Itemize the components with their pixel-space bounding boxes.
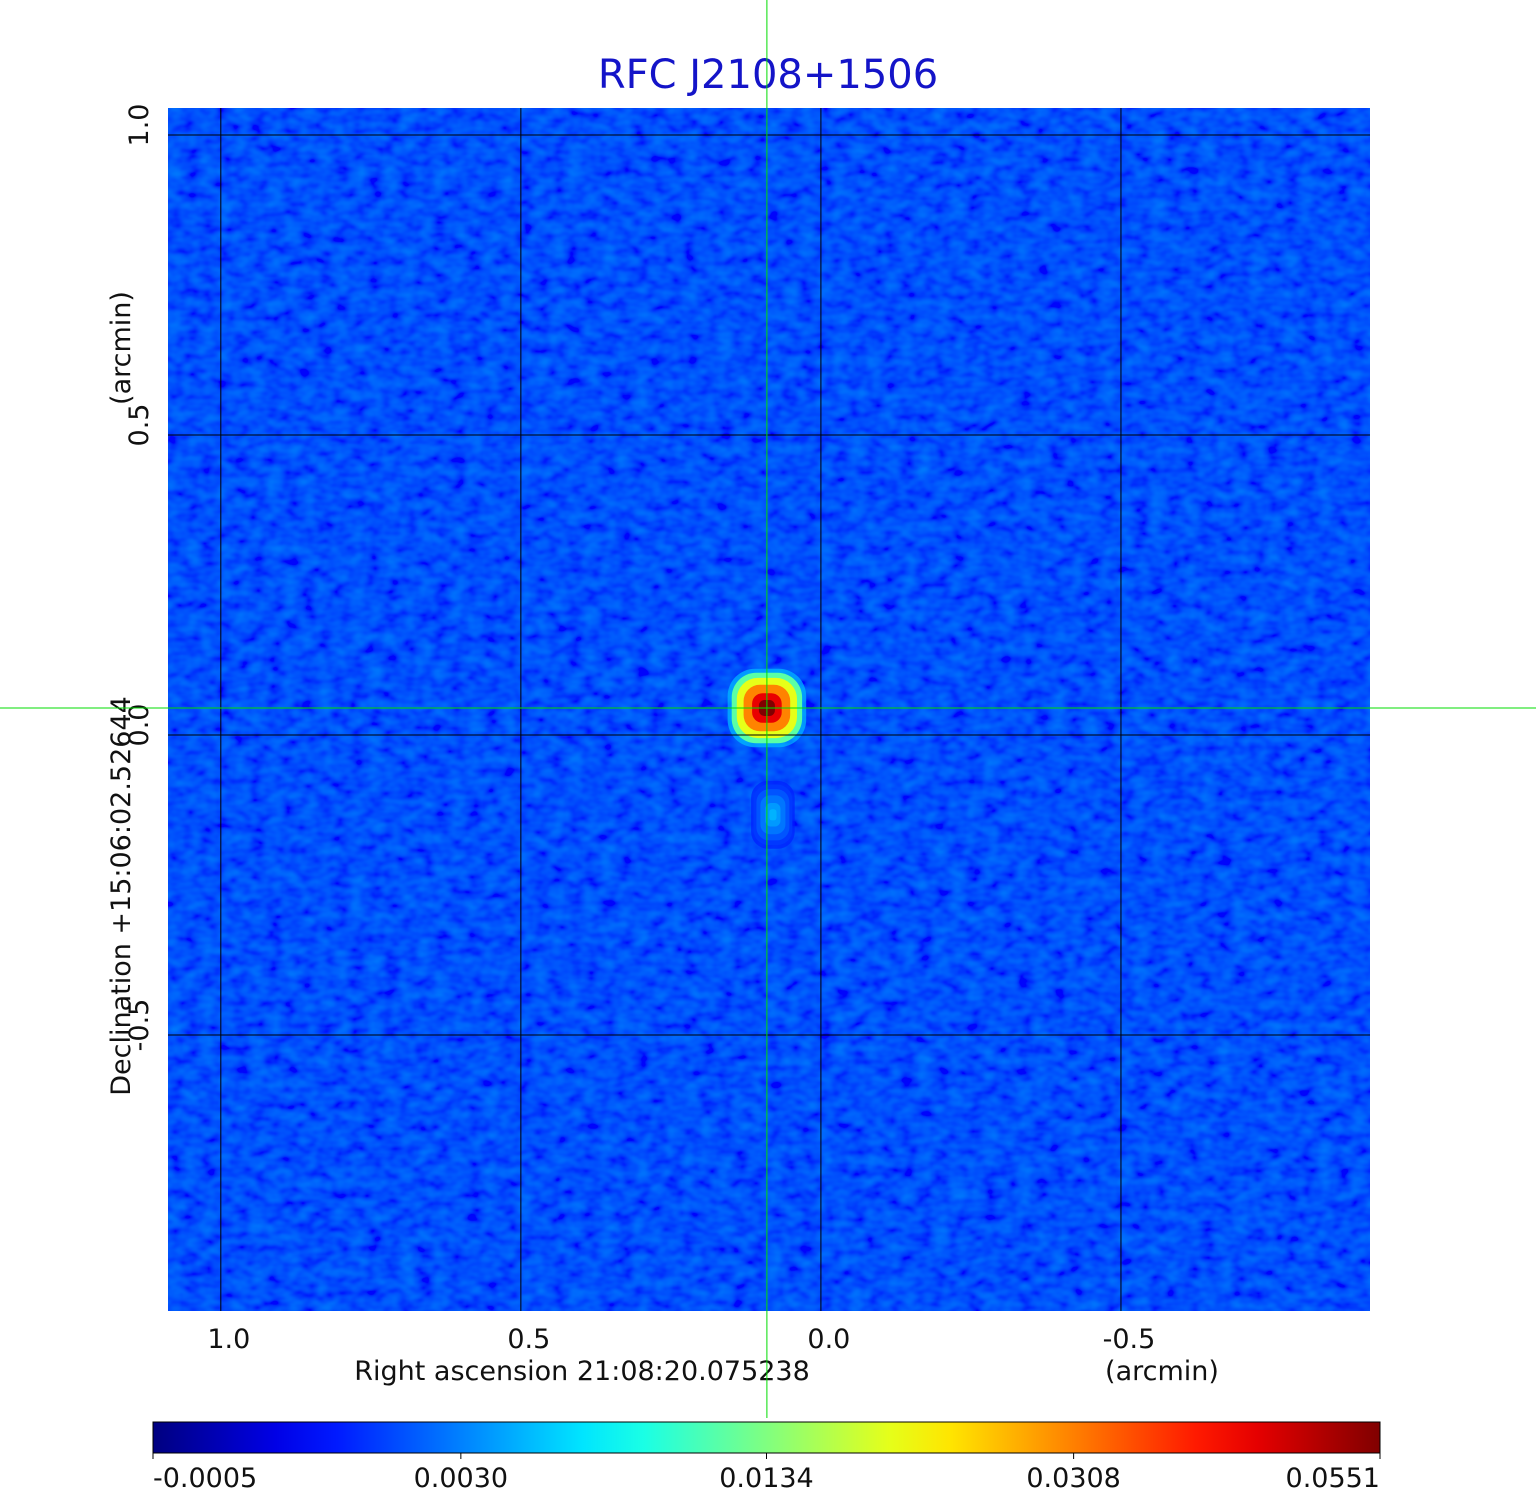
y-tick-label: 0.5 — [124, 404, 155, 447]
colorbar-tick-label: -0.0005 — [153, 1463, 257, 1494]
y-axis-unit: (arcmin) — [106, 291, 137, 405]
x-axis-label: Right ascension 21:08:20.075238 — [354, 1356, 810, 1387]
x-tick-label: -0.5 — [1103, 1324, 1156, 1355]
y-tick-label: 1.0 — [124, 104, 155, 147]
source-level — [769, 809, 777, 821]
x-tick-label: 1.0 — [207, 1324, 250, 1355]
chart-title: RFC J2108+1506 — [598, 52, 938, 98]
colorbar-tick-label: 0.0308 — [1026, 1463, 1120, 1494]
colorbar — [152, 1421, 1381, 1454]
y-axis-label: Declination +15:06:02.52644 — [106, 696, 137, 1096]
x-tick-label: 0.0 — [807, 1324, 850, 1355]
x-tick-label: 0.5 — [507, 1324, 550, 1355]
y-tick-label: -0.5 — [124, 999, 155, 1052]
colorbar-tick-label: 0.0030 — [414, 1463, 508, 1494]
image — [168, 108, 1370, 1311]
colorbar-tick-label: 0.0551 — [1286, 1463, 1380, 1494]
x-axis-unit: (arcmin) — [1105, 1356, 1219, 1387]
colorbar-tick-label: 0.0134 — [719, 1463, 813, 1494]
y-tick-label: 0.0 — [124, 704, 155, 747]
